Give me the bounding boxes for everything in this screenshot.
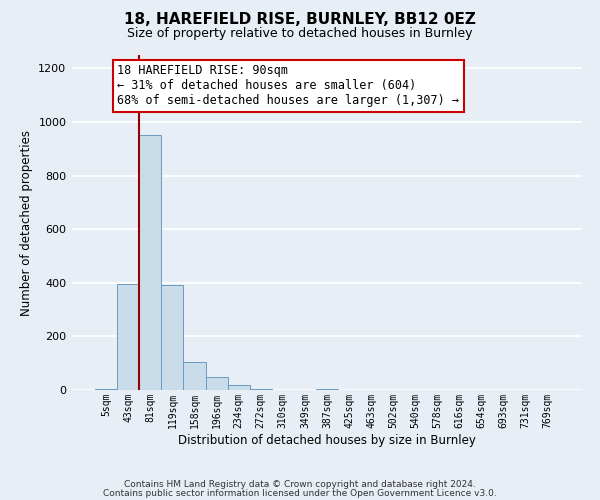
- Bar: [95, 388, 117, 390]
- Bar: [250, 388, 272, 390]
- Y-axis label: Number of detached properties: Number of detached properties: [20, 130, 33, 316]
- Text: Contains HM Land Registry data © Crown copyright and database right 2024.: Contains HM Land Registry data © Crown c…: [124, 480, 476, 489]
- Text: 18 HAREFIELD RISE: 90sqm
← 31% of detached houses are smaller (604)
68% of semi-: 18 HAREFIELD RISE: 90sqm ← 31% of detach…: [117, 64, 459, 108]
- Text: Size of property relative to detached houses in Burnley: Size of property relative to detached ho…: [127, 28, 473, 40]
- Bar: [227, 384, 250, 390]
- Bar: [117, 284, 139, 390]
- X-axis label: Distribution of detached houses by size in Burnley: Distribution of detached houses by size …: [178, 434, 476, 446]
- Text: Contains public sector information licensed under the Open Government Licence v3: Contains public sector information licen…: [103, 490, 497, 498]
- Bar: [316, 388, 338, 390]
- Bar: [184, 362, 206, 390]
- Bar: [161, 286, 184, 390]
- Text: 18, HAREFIELD RISE, BURNLEY, BB12 0EZ: 18, HAREFIELD RISE, BURNLEY, BB12 0EZ: [124, 12, 476, 28]
- Bar: [206, 376, 227, 390]
- Bar: [139, 136, 161, 390]
